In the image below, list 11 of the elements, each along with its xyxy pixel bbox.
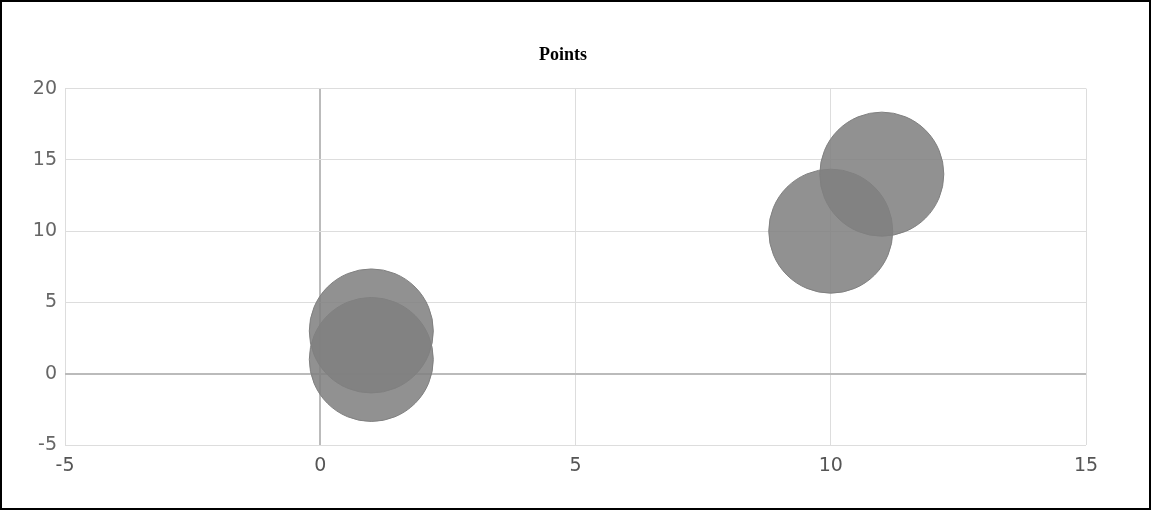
x-tick-label: 5 [569, 453, 582, 476]
chart-title: Points [538, 44, 588, 65]
x-tick-label: 10 [818, 453, 843, 476]
x-tick-label: 0 [314, 453, 327, 476]
y-tick-label: 20 [32, 75, 57, 98]
x-tick-label: 15 [1073, 453, 1099, 476]
y-tick-label: 10 [32, 218, 57, 241]
y-tick-label: -5 [38, 431, 57, 454]
y-tick-label: 5 [44, 289, 57, 312]
y-tick-label: 0 [44, 360, 57, 383]
y-tick-label: 15 [32, 146, 57, 169]
